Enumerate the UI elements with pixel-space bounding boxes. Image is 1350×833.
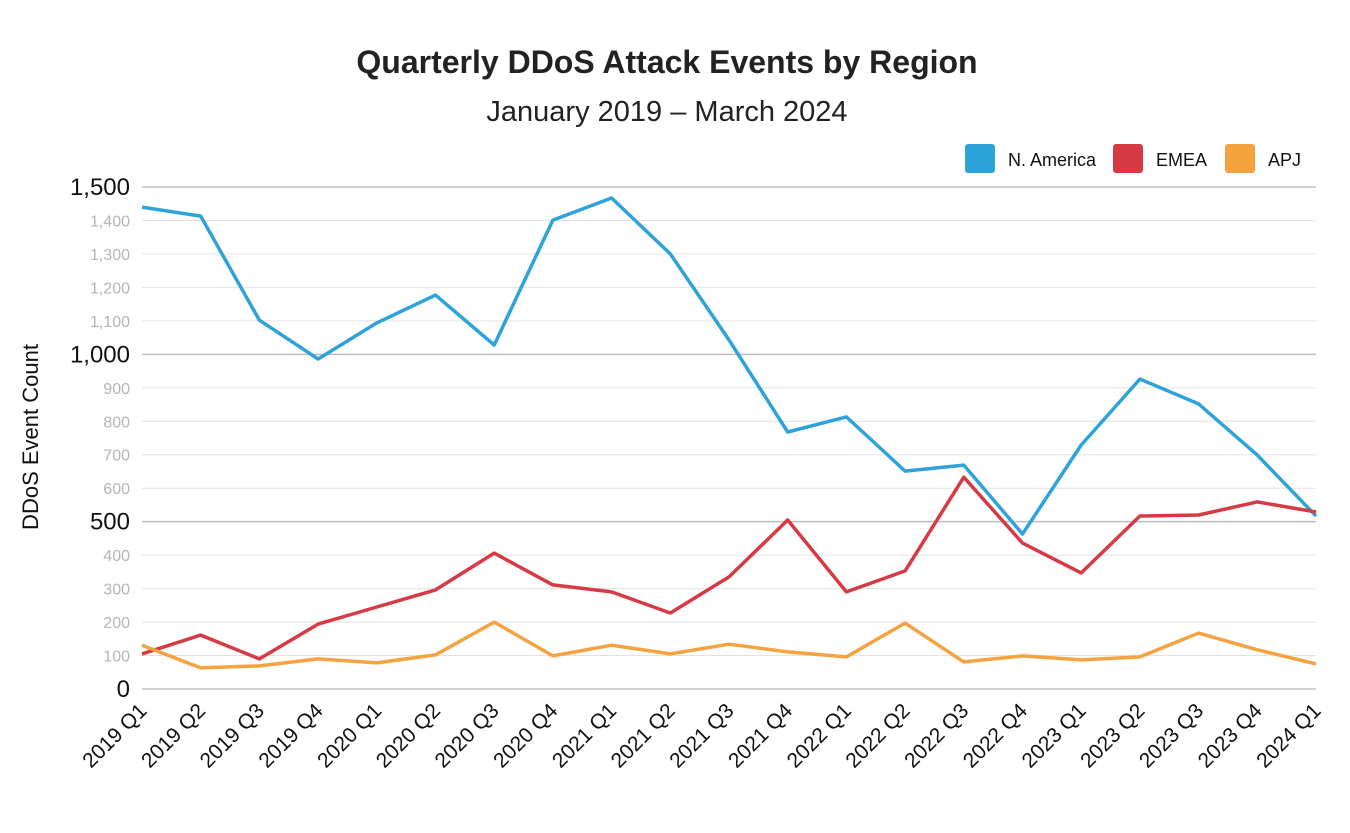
x-tick-label: 2023 Q1 — [1017, 699, 1090, 772]
y-tick-label: 0 — [117, 676, 130, 703]
x-tick-label: 2019 Q1 — [78, 699, 151, 772]
y-tick-label: 1,500 — [70, 174, 130, 201]
legend-swatch — [965, 144, 995, 173]
y-tick-label: 300 — [103, 582, 130, 599]
y-tick-label: 900 — [103, 381, 130, 398]
x-tick-label: 2022 Q4 — [959, 699, 1032, 772]
x-tick-label: 2023 Q3 — [1135, 699, 1208, 772]
x-tick-label: 2022 Q2 — [841, 699, 914, 772]
y-tick-label: 1,000 — [70, 341, 130, 368]
y-tick-label: 1,400 — [90, 213, 130, 230]
x-tick-label: 2024 Q1 — [1252, 699, 1325, 772]
y-tick-label: 200 — [103, 615, 130, 632]
legend-swatch — [1113, 144, 1143, 173]
legend-label: APJ — [1268, 150, 1301, 170]
x-tick-label: 2023 Q4 — [1194, 699, 1267, 772]
series-line-emea — [141, 475, 1317, 661]
x-tick-label: 2020 Q1 — [313, 699, 386, 772]
y-tick-label: 400 — [103, 548, 130, 565]
x-tick-label: 2019 Q3 — [196, 699, 269, 772]
x-tick-label: 2019 Q4 — [254, 699, 327, 772]
y-tick-label: 800 — [103, 414, 130, 431]
chart-subtitle: January 2019 – March 2024 — [486, 96, 847, 128]
x-tick-label: 2020 Q2 — [372, 699, 445, 772]
y-tick-label: 1,200 — [90, 280, 130, 297]
x-tick-label: 2021 Q2 — [607, 699, 680, 772]
chart-title: Quarterly DDoS Attack Events by Region — [356, 44, 977, 80]
series-lines — [141, 196, 1318, 670]
x-tick-label: 2023 Q2 — [1076, 699, 1149, 772]
x-tick-label: 2020 Q4 — [489, 699, 562, 772]
y-tick-label: 600 — [103, 481, 130, 498]
y-tick-label: 1,300 — [90, 247, 130, 264]
y-tick-labels: 0 100 200 300 400 500 600 700 800 900 1,000 1,100 1,… — [70, 174, 130, 703]
legend-swatch — [1225, 144, 1255, 173]
y-tick-label: 1,100 — [90, 314, 130, 331]
legend: N. America EMEA APJ — [965, 144, 1301, 173]
x-tick-label: 2022 Q1 — [783, 699, 856, 772]
x-tick-label: 2022 Q3 — [900, 699, 973, 772]
x-tick-label: 2021 Q1 — [548, 699, 621, 772]
legend-label: N. America — [1008, 150, 1097, 170]
series-line-apj — [141, 620, 1317, 670]
gridlines — [142, 186, 1316, 690]
y-tick-label: 500 — [90, 509, 130, 536]
series-line-n-america — [141, 196, 1318, 536]
x-tick-label: 2020 Q3 — [430, 699, 503, 772]
x-tick-label: 2021 Q3 — [665, 699, 738, 772]
x-tick-label: 2019 Q2 — [137, 699, 210, 772]
y-tick-label: 100 — [103, 649, 130, 666]
legend-label: EMEA — [1156, 150, 1207, 170]
y-axis-label: DDoS Event Count — [18, 344, 43, 530]
x-tick-label: 2021 Q4 — [724, 699, 797, 772]
y-tick-label: 700 — [103, 448, 130, 465]
